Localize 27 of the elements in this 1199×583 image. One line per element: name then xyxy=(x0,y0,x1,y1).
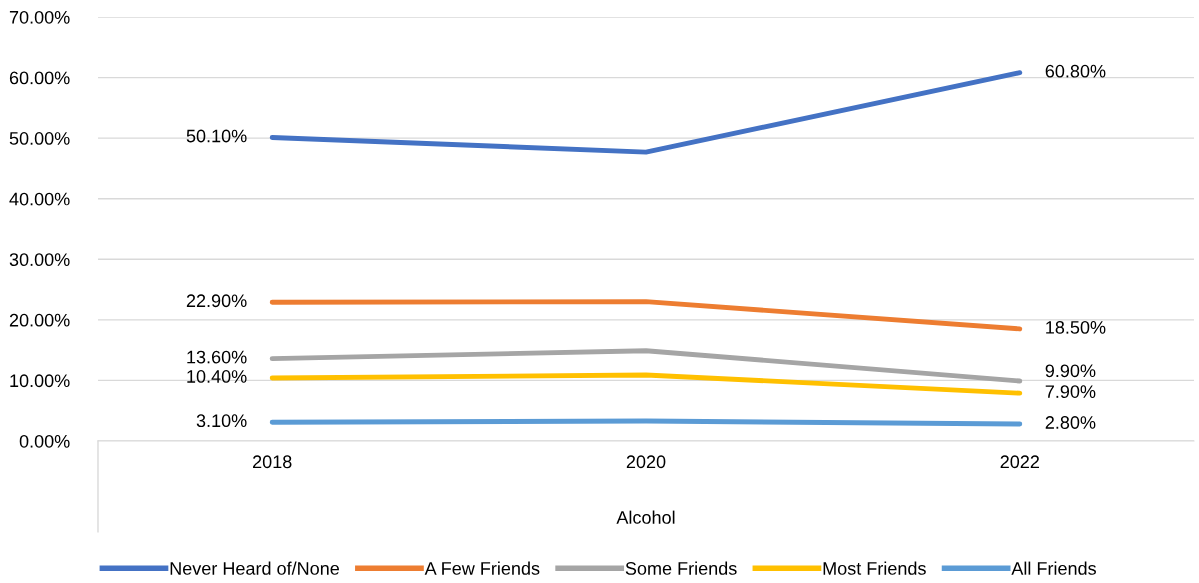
x-axis-title: Alcohol xyxy=(616,510,675,524)
legend-label: Never Heard of/None xyxy=(170,561,339,575)
data-label: 3.10% xyxy=(196,414,247,428)
data-label: 13.60% xyxy=(187,350,247,364)
legend-label: A Few Friends xyxy=(424,561,540,575)
data-label: 60.80% xyxy=(1045,64,1106,78)
data-label: 22.90% xyxy=(186,294,247,308)
data-label: 7.90% xyxy=(1045,385,1096,398)
data-label: 50.10% xyxy=(186,129,247,143)
data-label: 10.40% xyxy=(187,370,247,383)
x-tick-label: 2018 xyxy=(253,455,292,469)
x-tick-label: 2022 xyxy=(1000,455,1039,469)
y-tick-label: 0.00% xyxy=(19,434,70,448)
legend-label: Most Friends xyxy=(823,561,926,575)
y-tick-label: 70.00% xyxy=(9,10,70,24)
data-label: 9.90% xyxy=(1045,364,1096,378)
data-label: 2.80% xyxy=(1045,416,1096,429)
y-tick-label: 60.00% xyxy=(9,71,70,85)
x-tick-label: 2020 xyxy=(626,455,666,469)
legend-label: Some Friends xyxy=(625,561,737,575)
y-tick-label: 50.00% xyxy=(9,132,70,145)
data-label: 18.50% xyxy=(1046,321,1106,334)
y-tick-label: 20.00% xyxy=(9,313,70,327)
legend-label: All Friends xyxy=(1011,561,1096,575)
y-tick-label: 10.00% xyxy=(10,374,70,388)
y-tick-label: 30.00% xyxy=(9,253,70,267)
y-tick-label: 40.00% xyxy=(9,192,70,206)
